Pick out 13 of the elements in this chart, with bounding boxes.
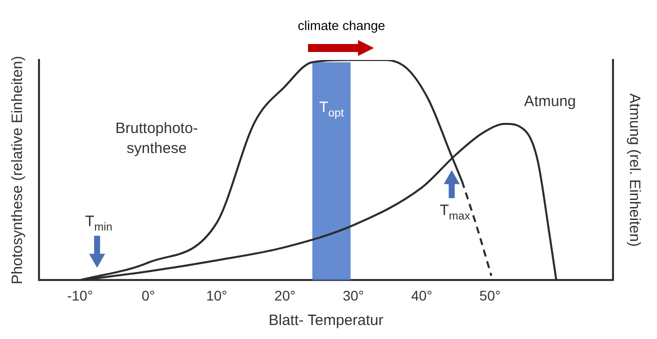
- series-label: Atmung: [524, 92, 576, 110]
- text: Bruttophoto-synthese: [115, 120, 198, 157]
- x-tick-label: 0°: [142, 287, 156, 304]
- y2-axis-title: Atmung (rel. Einheiten): [626, 93, 643, 247]
- text: climate change: [298, 18, 386, 33]
- x-tick-label: 20°: [274, 287, 296, 304]
- x-tick-label: 50°: [479, 287, 501, 304]
- x-tick-label: 10°: [206, 287, 228, 304]
- x-axis-title: Blatt- Temperatur: [268, 312, 384, 330]
- x-tick-label: 30°: [342, 287, 364, 304]
- x-tick-label: -10°: [67, 287, 93, 304]
- x-tick-label: 40°: [411, 287, 432, 304]
- y-axis-title: Photosynthese (relative Einheiten): [9, 56, 26, 284]
